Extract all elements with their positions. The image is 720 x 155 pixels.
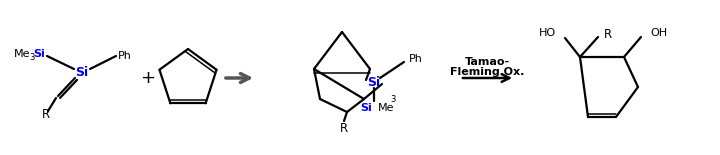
Text: Me: Me xyxy=(378,103,395,113)
Text: R: R xyxy=(340,122,348,135)
Text: Fleming Ox.: Fleming Ox. xyxy=(450,67,525,77)
Text: Si: Si xyxy=(367,75,381,89)
Text: Ph: Ph xyxy=(118,51,132,61)
Text: +: + xyxy=(140,69,156,87)
Text: R: R xyxy=(604,29,612,42)
Text: Si: Si xyxy=(360,103,372,113)
Text: HO: HO xyxy=(539,28,556,38)
Text: Si: Si xyxy=(33,49,45,59)
Text: OH: OH xyxy=(650,28,667,38)
Text: Ph: Ph xyxy=(409,54,423,64)
Text: R: R xyxy=(42,108,50,122)
Text: 3: 3 xyxy=(29,53,35,62)
Text: Me: Me xyxy=(14,49,30,59)
Text: Si: Si xyxy=(76,66,89,80)
Text: Tamao-: Tamao- xyxy=(465,57,510,67)
Text: 3: 3 xyxy=(390,95,395,104)
